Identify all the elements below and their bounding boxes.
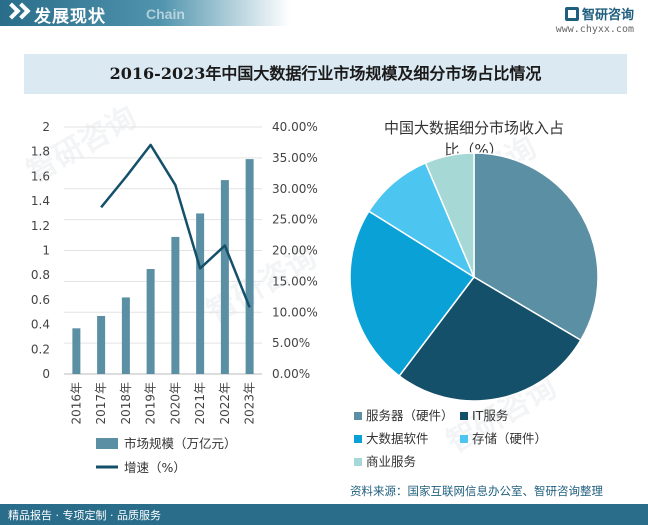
category-label: 2019年 [144, 382, 158, 425]
category-label: 2023年 [243, 382, 257, 425]
pie-slice [349, 210, 476, 377]
right-tick-label: 20.00% [272, 244, 318, 258]
left-tick-label: 0 [42, 367, 50, 381]
pie-title-line: 中国大数据细分市场收入占 [384, 119, 564, 137]
legend-label: IT服务 [472, 408, 508, 423]
legend-swatch-bar [96, 438, 118, 449]
brand-url: www.chyxx.com [555, 24, 634, 35]
legend-label: 存储（硬件） [472, 431, 547, 446]
category-label: 2022年 [218, 382, 232, 425]
right-tick-label: 15.00% [272, 274, 318, 288]
pie-slice [367, 161, 476, 279]
bar [121, 297, 130, 374]
footer-slogan: 精品报告 · 专项定制 · 品质服务 [8, 509, 161, 522]
legend-label: 商业服务 [366, 454, 416, 469]
chart-title-band: 2016-2023年中国大数据行业市场规模及细分市场占比情况 [24, 54, 627, 94]
bar [146, 269, 155, 374]
bar [72, 328, 81, 374]
left-tick-label: 1.2 [31, 219, 50, 233]
left-tick-label: 0.8 [31, 268, 50, 282]
growth-line [100, 143, 251, 308]
right-tick-label: 30.00% [272, 182, 318, 196]
bar [171, 236, 180, 374]
pie-slice [424, 152, 475, 278]
source-note: 资料来源：国家互联网信息办公室、智研咨询整理 [350, 484, 603, 498]
left-tick-label: 0.4 [31, 318, 50, 332]
bar [97, 315, 106, 374]
legend-swatch [354, 412, 362, 420]
left-tick-label: 0.2 [31, 342, 50, 356]
footer: 精品报告 · 专项定制 · 品质服务 [0, 504, 648, 525]
legend-label: 增速（%） [124, 460, 186, 475]
category-label: 2016年 [69, 382, 83, 425]
bar [196, 213, 205, 374]
left-tick-label: 1.8 [31, 145, 50, 159]
right-tick-label: 25.00% [272, 213, 318, 227]
right-tick-label: 10.00% [272, 305, 318, 319]
category-labels: 2016年 2017年 2018年 2019年 2020年 2021年 2022年 2023年 [69, 382, 256, 425]
right-tick-label: 0.00% [272, 367, 310, 381]
bar-legend: 市场规模（万亿元） 增速（%） [96, 436, 237, 475]
pie-slice [473, 152, 599, 342]
left-tick-label: 1.4 [31, 194, 50, 208]
bar [245, 159, 254, 374]
legend-swatch [460, 412, 468, 420]
right-axis-ticks: 0.00% 5.00% 10.00% 15.00% 20.00% 25.00% 30.00%… [272, 120, 318, 381]
left-axis-ticks: 0 0.2 0.4 0.6 0.8 1 1.2 1.4 1.6 1.8 2 [31, 120, 50, 381]
category-label: 2020年 [168, 382, 182, 425]
left-tick-label: 1.6 [31, 169, 50, 183]
left-tick-label: 2 [42, 120, 50, 134]
legend-label: 大数据软件 [366, 431, 429, 446]
legend-swatch [460, 435, 468, 443]
line-series [100, 143, 251, 308]
right-tick-label: 5.00% [272, 336, 310, 350]
bar-gridlines [64, 126, 262, 375]
main-title: 2016-2023年中国大数据行业市场规模及细分市场占比情况 [109, 64, 542, 83]
brand: 智研咨询 www.chyxx.com [556, 4, 634, 35]
right-tick-label: 35.00% [272, 151, 318, 165]
header: 发展现状 Chain 智研咨询 www.chyxx.com [0, 0, 648, 35]
pie-slices [349, 152, 599, 402]
category-label: 2018年 [119, 382, 133, 425]
legend-label: 市场规模（万亿元） [124, 436, 237, 451]
pie-slice [398, 276, 582, 402]
header-bar [0, 0, 290, 26]
bar-series [72, 159, 254, 374]
legend-swatch [354, 458, 362, 466]
left-tick-label: 0.6 [31, 293, 50, 307]
category-label: 2017年 [94, 382, 108, 425]
section-title: 发展现状 [34, 7, 106, 27]
legend-swatch [354, 435, 362, 443]
legend-label: 服务器（硬件） [366, 408, 454, 423]
right-tick-label: 40.00% [272, 120, 318, 134]
category-label: 2021年 [193, 382, 207, 425]
left-tick-label: 1 [42, 244, 50, 258]
brand-logo-icon [564, 7, 579, 21]
bar [220, 180, 229, 374]
brand-name: 智研咨询 [581, 8, 634, 23]
section-subtitle: Chain [146, 6, 185, 22]
